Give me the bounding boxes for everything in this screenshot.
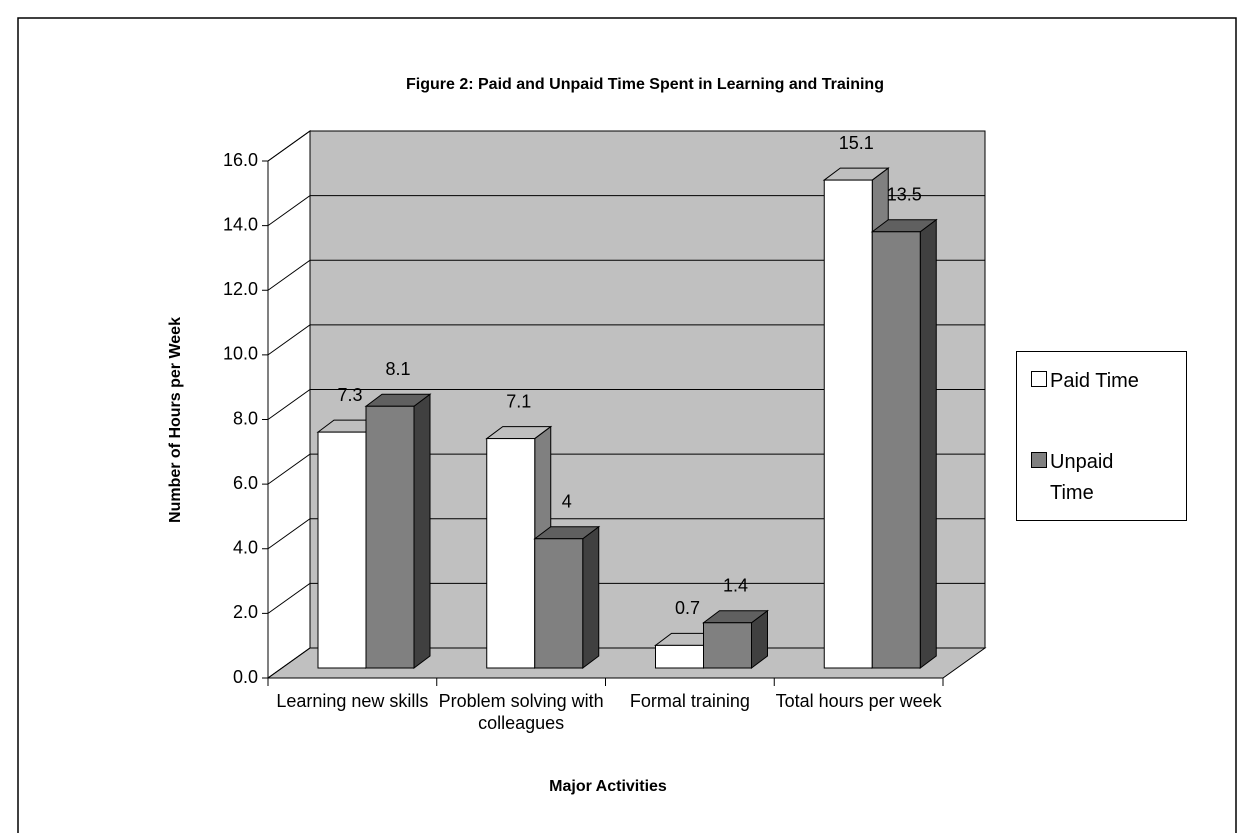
chart-title: Figure 2: Paid and Unpaid Time Spent in … [406,76,884,93]
y-tick-label: 16.0 [223,150,258,170]
legend-swatch [1031,371,1047,387]
value-label: 0.7 [675,598,700,618]
bar [702,609,769,669]
grid-line [267,195,985,227]
bar-front [703,622,752,669]
legend-item: Unpaid Time [1031,447,1160,509]
value-label: 7.3 [337,385,362,405]
legend-label: Unpaid Time [1050,451,1114,504]
grid-line [267,130,985,162]
bar [870,218,938,669]
grid-line [267,324,985,356]
y-tick-label: 10.0 [223,344,258,364]
bar-side [413,393,431,669]
legend-label: Paid Time [1050,370,1139,392]
value-label: 4 [562,492,572,512]
y-tick-label: 8.0 [233,408,258,428]
bar-front [534,538,584,669]
value-label: 8.1 [385,359,410,379]
legend-swatch [1031,452,1047,468]
bar-front [823,179,873,669]
value-label: 15.1 [839,133,874,153]
grid-line [267,518,985,550]
bar-front [655,644,704,669]
bar-side [582,525,600,669]
grid-line [267,259,985,291]
grid-line [267,453,985,485]
bar [533,525,601,669]
legend: Paid Time Unpaid Time [1016,351,1187,521]
y-axis-title: Number of Hours per Week [167,317,184,523]
y-tick-label: 6.0 [233,473,258,493]
value-label: 7.1 [506,391,531,411]
x-tick-label: Learning new skills [276,691,429,711]
legend-item: Paid Time [1031,366,1139,397]
bar [364,393,432,669]
x-tick-label: Total hours per week [775,691,942,711]
bar-side [919,218,937,669]
grid-line [267,389,985,420]
frame [17,17,1237,833]
bar-front [365,405,415,669]
x-tick-label: Problem solving with colleagues [438,691,604,733]
y-tick-label: 14.0 [223,214,258,234]
x-axis-title: Major Activities [549,778,667,795]
y-tick-label: 12.0 [223,279,258,299]
y-tick-label: 2.0 [233,602,258,622]
y-tick-label: 4.0 [233,538,258,558]
bar-front [317,431,367,669]
bar-front [486,438,536,669]
bar-front [871,231,921,669]
x-tick-label: Formal training [629,691,750,711]
y-tick-label: 0.0 [233,667,258,687]
value-label: 13.5 [887,185,922,205]
value-label: 1.4 [723,576,748,596]
grid-line [267,582,985,614]
